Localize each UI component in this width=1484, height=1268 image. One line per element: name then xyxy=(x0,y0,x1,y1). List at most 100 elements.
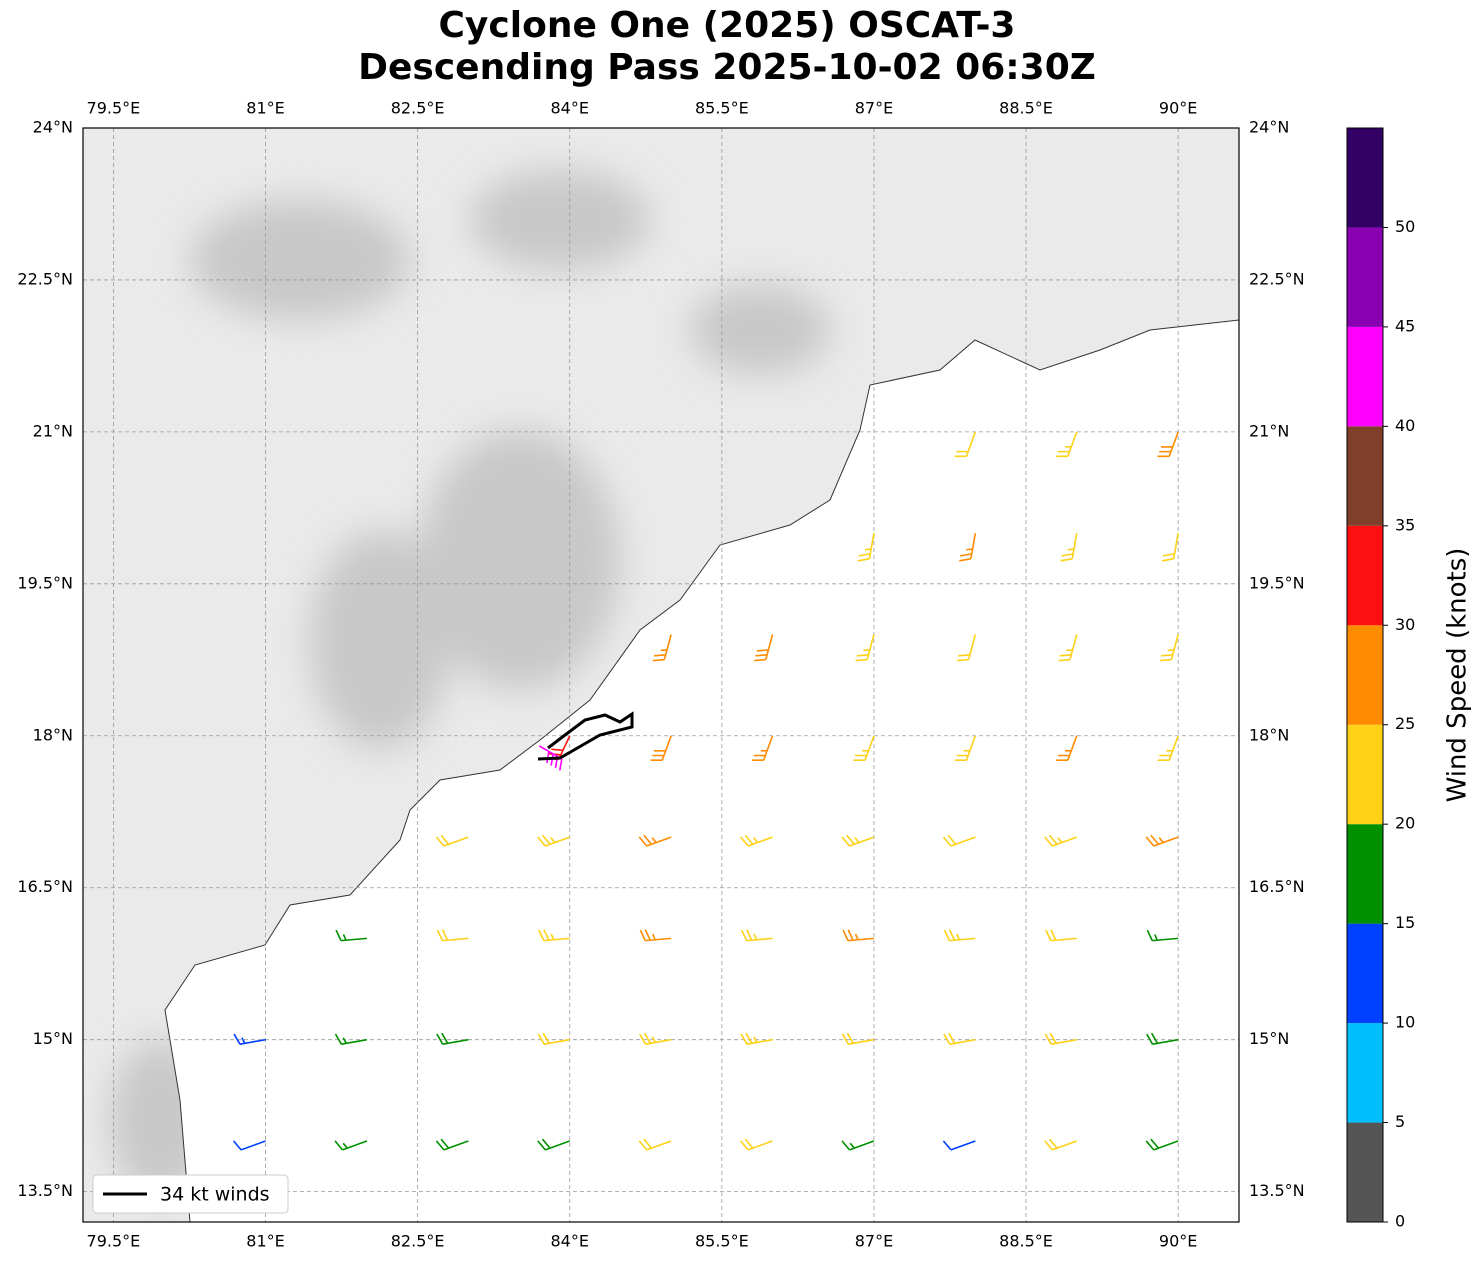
colorbar-tick-label: 0 xyxy=(1395,1212,1405,1231)
wind-barb xyxy=(855,634,875,662)
title-line-2: Descending Pass 2025-10-02 06:30Z xyxy=(358,47,1096,88)
x-tick-label-top: 85.5°E xyxy=(695,99,749,118)
wind-barb xyxy=(842,929,875,942)
colorbar-tick-label: 20 xyxy=(1395,814,1415,833)
wind-barb xyxy=(650,735,672,762)
x-tick-label-top: 84°E xyxy=(551,99,589,118)
wind-barb xyxy=(853,735,875,762)
wind-barb xyxy=(956,634,977,662)
x-tick-label-bottom: 85.5°E xyxy=(695,1232,749,1251)
wind-barb xyxy=(1145,1138,1179,1151)
wind-barb xyxy=(1157,735,1179,762)
wind-barb xyxy=(638,1032,672,1045)
y-tick-label-left: 22.5°N xyxy=(17,269,73,288)
wind-barb xyxy=(435,834,469,847)
wind-barb xyxy=(751,735,774,762)
colorbar-frame xyxy=(1346,127,1384,1223)
y-tick-label-left: 18°N xyxy=(33,725,73,744)
wind-barb xyxy=(638,1138,672,1151)
y-tick-label-left: 24°N xyxy=(33,118,73,137)
y-tick-label-right: 22.5°N xyxy=(1249,269,1305,288)
x-tick-label-top: 87°E xyxy=(855,99,893,118)
x-tick-label-bottom: 87°E xyxy=(855,1232,893,1251)
wind-barb xyxy=(233,1033,266,1045)
y-tick-label-right: 19.5°N xyxy=(1249,573,1305,592)
y-tick-label-left: 19.5°N xyxy=(17,573,73,592)
colorbar-tick-label: 30 xyxy=(1395,615,1415,634)
colorbar-bin xyxy=(1347,1122,1383,1222)
x-tick-label-bottom: 82.5°E xyxy=(391,1232,445,1251)
wind-barb xyxy=(335,929,367,942)
ticks: 79.5°E 79.5°E 81°E 81°E 82.5°E 82.5°E 84°E 84°E… xyxy=(17,99,1304,1251)
wind-barb xyxy=(652,634,672,662)
wind-barb xyxy=(943,929,976,942)
x-tick-label-bottom: 90°E xyxy=(1159,1232,1197,1251)
wind-barb xyxy=(740,1032,773,1045)
colorbar-bin xyxy=(1347,724,1383,825)
wind-barb xyxy=(1056,431,1078,458)
colorbar-tick-label: 45 xyxy=(1395,316,1415,335)
colorbar-tick-label: 10 xyxy=(1395,1013,1415,1032)
wind-barb xyxy=(638,834,672,847)
wind-barb xyxy=(1044,834,1078,847)
y-tick-label-right: 21°N xyxy=(1249,421,1289,440)
wind-barb xyxy=(841,834,875,847)
y-tick-label-left: 15°N xyxy=(33,1029,73,1048)
wind-barb xyxy=(1159,634,1179,662)
y-tick-label-left: 13.5°N xyxy=(17,1181,73,1200)
wind-barb xyxy=(538,929,570,942)
colorbar-bin xyxy=(1347,824,1383,924)
wind-barb xyxy=(436,1032,469,1045)
wind-barb xyxy=(436,929,469,942)
wind-barb xyxy=(954,735,977,762)
legend-label: 34 kt winds xyxy=(160,1184,270,1206)
wind-barb xyxy=(1058,634,1078,662)
y-tick-label-right: 15°N xyxy=(1249,1029,1289,1048)
y-tick-label-left: 21°N xyxy=(33,421,73,440)
wind-barb xyxy=(334,1033,368,1045)
wind-barb xyxy=(857,533,875,562)
wind-barb xyxy=(334,1140,368,1151)
wind-barb xyxy=(959,533,977,562)
wind-barb xyxy=(538,745,563,771)
y-tick-label-right: 24°N xyxy=(1249,118,1289,137)
y-tick-label-left: 16.5°N xyxy=(17,877,73,896)
wind-barb xyxy=(1060,533,1078,562)
wind-barb xyxy=(435,1138,469,1151)
colorbar-tick-label: 40 xyxy=(1395,416,1415,435)
map xyxy=(83,128,1239,1222)
map-frame xyxy=(82,127,1240,1223)
colorbar-tick-label: 50 xyxy=(1395,217,1415,236)
wind-barb xyxy=(232,1140,266,1151)
wind-barb xyxy=(1146,929,1179,942)
y-tick-label-right: 13.5°N xyxy=(1249,1181,1305,1200)
x-tick-label-top: 90°E xyxy=(1159,99,1197,118)
colorbar-bin xyxy=(1347,923,1383,1024)
wind-barb xyxy=(942,834,976,847)
wind-barb xyxy=(1044,1138,1078,1151)
wind-barb xyxy=(954,431,977,458)
colorbar-label: Wind Speed (knots) xyxy=(1443,548,1473,803)
wind-barb xyxy=(841,1032,875,1045)
colorbar-bin xyxy=(1347,625,1383,725)
wind-barb xyxy=(1056,735,1078,762)
y-tick-label-right: 16.5°N xyxy=(1249,877,1305,896)
wind-barb xyxy=(943,1032,976,1045)
wind-barb xyxy=(639,929,672,942)
x-tick-label-top: 79.5°E xyxy=(87,99,141,118)
wind-barb xyxy=(841,1140,875,1151)
colorbar-bin xyxy=(1347,525,1383,626)
wind-barb xyxy=(1146,1032,1179,1045)
x-tick-label-bottom: 79.5°E xyxy=(87,1232,141,1251)
colorbar-bin xyxy=(1347,426,1383,526)
wind-barb xyxy=(754,634,774,662)
colorbar-tick-label: 35 xyxy=(1395,515,1415,534)
title-line-1: Cyclone One (2025) OSCAT-3 xyxy=(439,5,1016,46)
wind-barb xyxy=(537,834,571,847)
legend xyxy=(92,1174,289,1214)
wind-barb xyxy=(1161,533,1179,562)
y-tick-label-right: 18°N xyxy=(1249,725,1289,744)
colorbar-bin xyxy=(1347,326,1383,427)
colorbar-bin xyxy=(1347,128,1383,228)
wind-barb xyxy=(942,1140,976,1151)
